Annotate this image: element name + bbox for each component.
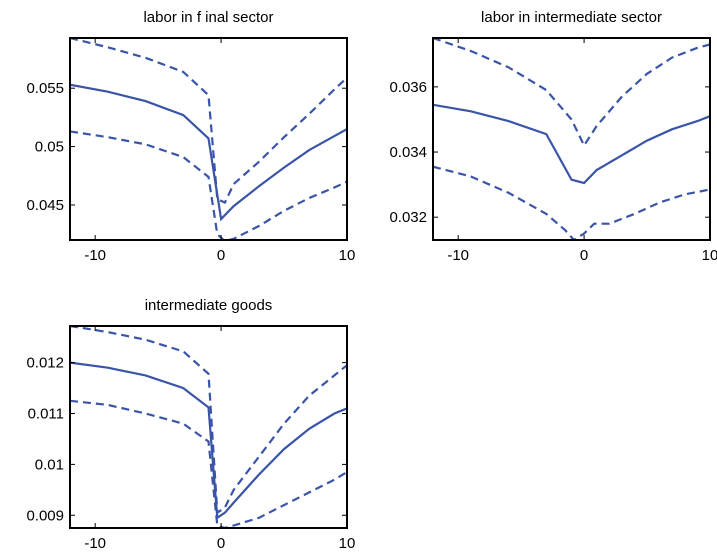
plot-area — [432, 37, 711, 241]
chart-title: labor in intermediate sector — [481, 9, 662, 26]
chart-panel-2: labor in intermediate sector -10 0 10 0.032 0… — [389, 9, 717, 264]
series-line-band-2 — [70, 399, 347, 528]
x-tick-label: 10 — [339, 247, 356, 264]
x-tick-label: -10 — [447, 247, 469, 264]
y-tick-label: 0.01 — [35, 456, 64, 473]
chart-panel-1: labor in f inal sector -10 0 10 0.045 0.05 0.0… — [26, 9, 355, 264]
x-tick-label: 10 — [702, 247, 717, 264]
x-tick-label: 0 — [217, 247, 225, 264]
x-tick-label: 0 — [217, 535, 225, 552]
x-tick-label: 0 — [580, 247, 588, 264]
series-line-median — [70, 83, 347, 222]
series-line-band-2 — [433, 165, 710, 240]
y-tick-label: 0.011 — [28, 406, 64, 423]
x-tick-label: -10 — [84, 535, 106, 552]
y-tick-label: 0.045 — [26, 197, 64, 214]
series-line-median — [433, 103, 710, 185]
y-tick-label: 0.009 — [26, 507, 64, 524]
plot-frame — [69, 37, 348, 241]
y-tick-label: 0.05 — [35, 139, 64, 156]
x-tick-label: 10 — [339, 535, 356, 552]
x-tick-label: -10 — [84, 247, 106, 264]
chart-panel-3: intermediate goods -10 0 10 0.009 0.01 0.011 0.… — [26, 297, 355, 552]
plot-frame — [432, 37, 711, 241]
y-tick-label: 0.032 — [389, 209, 427, 226]
series-line-band-1 — [70, 38, 347, 205]
chart-title: labor in f inal sector — [143, 9, 273, 26]
plot-frame — [69, 325, 348, 529]
y-tick-label: 0.034 — [389, 144, 427, 161]
chart-title: intermediate goods — [145, 297, 273, 314]
plot-area — [69, 325, 348, 529]
y-tick-label: 0.055 — [26, 80, 64, 97]
y-tick-label: 0.012 — [26, 355, 64, 372]
series-line-median — [70, 361, 347, 520]
y-tick-label: 0.036 — [389, 79, 427, 96]
